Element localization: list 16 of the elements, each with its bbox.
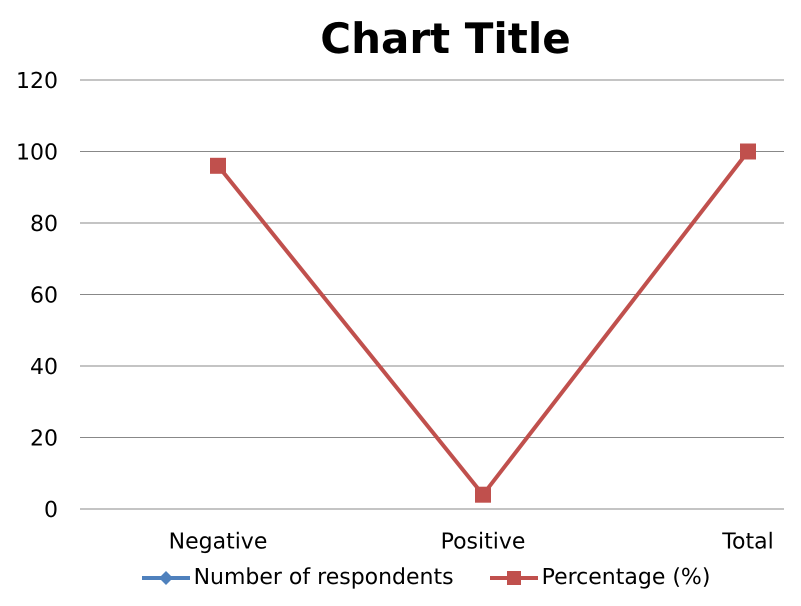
y-tick-label: 0 (44, 498, 58, 523)
y-tick-label: 120 (16, 68, 58, 94)
y-tick-label: 60 (30, 283, 58, 308)
x-tick-label: Negative (168, 530, 268, 555)
y-tick-label: 40 (30, 354, 58, 380)
point (740, 144, 756, 160)
y-tick-label: 20 (30, 426, 58, 452)
y-tick-label: 80 (30, 212, 58, 237)
x-tick-label: Positive (440, 530, 526, 555)
legend-label: Number of respondents (194, 565, 454, 590)
chart-title: Chart Title (319, 13, 572, 65)
point (475, 486, 491, 503)
legend-label: Percentage (%) (542, 565, 710, 590)
x-tick-label: Total (721, 530, 774, 555)
point (210, 158, 226, 174)
y-tick-label: 100 (16, 140, 58, 166)
